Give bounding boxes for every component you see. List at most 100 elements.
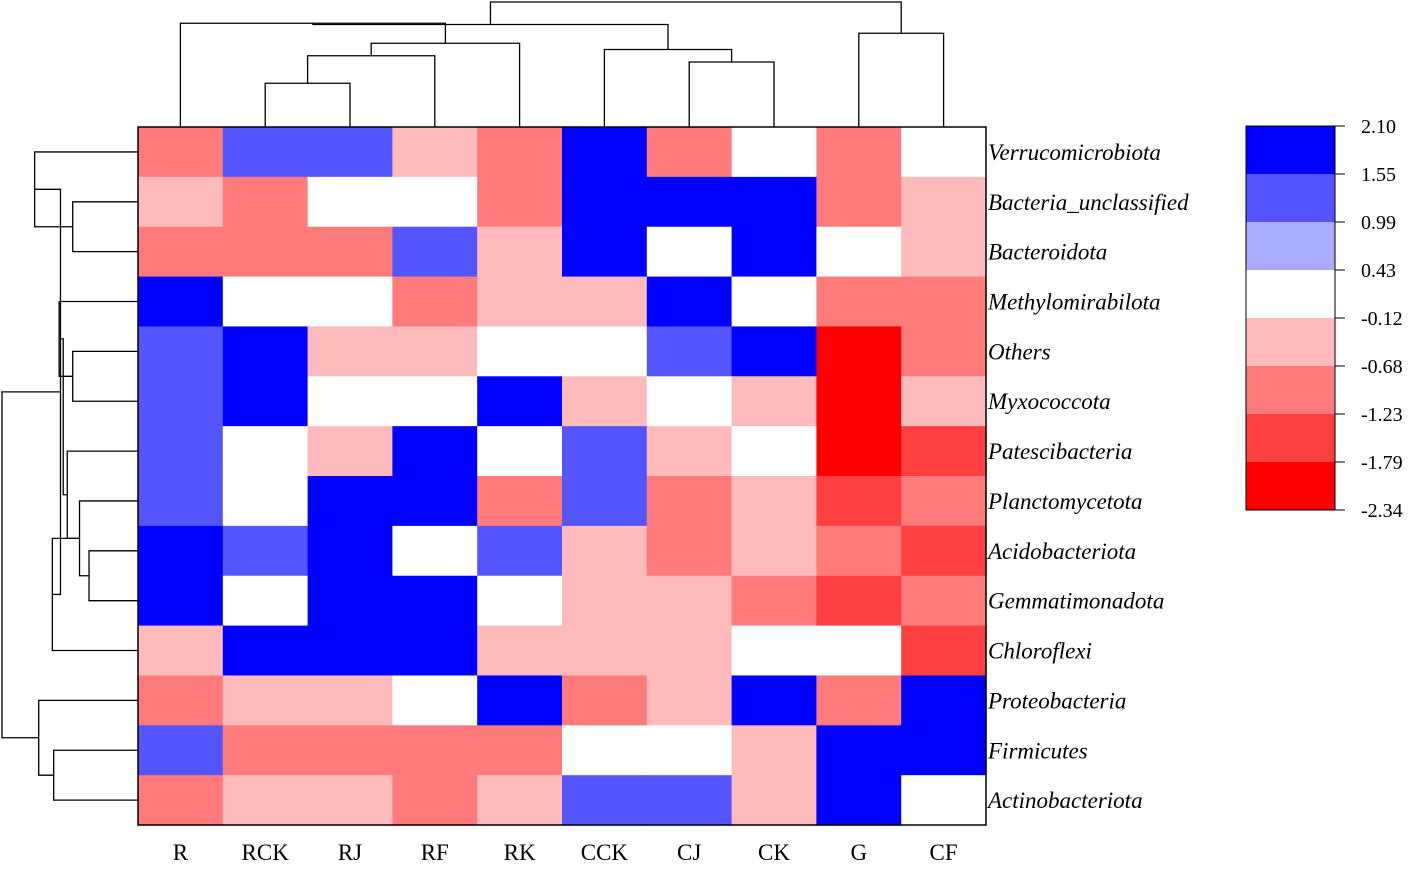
cell-bacteroidota-g [816,226,902,278]
cell-gemmatimonadota-rj [307,575,393,627]
cell-planctomycetota-r [138,476,224,527]
cell-firmicutes-rj [307,725,393,776]
cell-methylomirabilota-rck [222,276,309,328]
cell-methylomirabilota-rk [477,276,563,328]
cell-proteobacteria-ck [731,675,817,726]
legend-tick-label: 1.55 [1361,164,1396,186]
cell-others-rk [477,326,563,377]
cell-planctomycetota-rck [222,476,309,527]
cell-verrucomicrobiota-r [138,127,224,178]
cell-bacteria-unclassified-rk [477,176,563,228]
cell-patescibacteria-cj [646,426,733,477]
column-label-g: G [850,840,867,865]
cell-firmicutes-cf [901,725,987,776]
cell-others-rj [307,326,393,377]
row-dendro-link-3 [72,350,138,402]
legend-tick-label: -1.23 [1361,404,1403,426]
cell-gemmatimonadota-cf [901,575,987,627]
cell-firmicutes-g [816,725,902,776]
cell-methylomirabilota-rj [307,276,393,328]
cell-others-r [138,326,224,377]
cell-firmicutes-cck [562,725,648,776]
column-label-r: R [173,840,189,865]
row-dendro-link-9 [59,338,68,496]
cell-firmicutes-rck [222,725,309,776]
legend-swatch-4 [1246,270,1335,318]
cell-patescibacteria-r [138,426,224,477]
cell-bacteria-unclassified-g [816,176,902,228]
heatmap-cells [138,127,987,826]
cell-actinobacteriota-rk [477,775,563,826]
cell-chloroflexi-cf [901,625,987,677]
cell-methylomirabilota-r [138,276,224,328]
cell-gemmatimonadota-r [138,575,224,627]
cell-planctomycetota-cck [562,476,648,527]
legend-swatch-3 [1246,222,1335,270]
cell-gemmatimonadota-rk [477,575,563,627]
cell-bacteria-unclassified-ck [731,176,817,228]
cell-firmicutes-rf [392,725,478,776]
cell-others-cf [901,326,987,377]
cell-others-rck [222,326,309,377]
row-dendro-link-13 [1,391,61,739]
row-label-patescibacteria: Patescibacteria [987,439,1132,464]
cell-bacteroidota-rj [307,226,393,278]
cell-gemmatimonadota-rf [392,575,478,627]
cell-gemmatimonadota-cj [646,575,733,627]
col-dendro-link-4 [179,22,447,127]
cell-acidobacteriota-cj [646,525,733,577]
cell-gemmatimonadota-cck [562,575,648,627]
col-dendro-link-2 [306,55,436,127]
row-dendro-link-6 [78,500,138,577]
cell-others-ck [731,326,817,377]
row-labels: Verrucomicrobiota Bacteria_unclassified Ba… [986,140,1189,813]
cell-chloroflexi-rj [307,625,393,677]
heatmap-border [137,126,987,826]
cell-acidobacteriota-cf [901,525,987,577]
cell-bacteroidota-rk [477,226,563,278]
cell-bacteroidota-cck [562,226,648,278]
cell-methylomirabilota-ck [731,276,817,328]
legend-swatch-5 [1246,318,1335,366]
cell-patescibacteria-rf [392,426,478,477]
cell-actinobacteriota-rf [392,775,478,826]
legend-tick-label: -0.68 [1361,356,1403,378]
cell-planctomycetota-rj [307,476,393,527]
row-label-bacteria-unclassified: Bacteria_unclassified [988,190,1189,215]
cell-proteobacteria-cj [646,675,733,726]
column-dendrogram [179,1,945,127]
cell-patescibacteria-rj [307,426,393,477]
row-label-acidobacteriota: Acidobacteriota [986,539,1136,564]
cell-chloroflexi-rf [392,625,478,677]
col-dendro-link-5 [688,61,775,127]
cell-verrucomicrobiota-cf [901,127,987,178]
cell-actinobacteriota-rj [307,775,393,826]
cell-proteobacteria-cf [901,675,987,726]
cell-myxococcota-rf [392,376,478,427]
row-label-verrucomicrobiota: Verrucomicrobiota [988,140,1161,165]
cell-methylomirabilota-cck [562,276,648,328]
column-labels: R RCK RJ RF RK CCK CJ CK G CF [173,840,958,865]
cell-actinobacteriota-g [816,775,902,826]
cell-acidobacteriota-ck [731,525,817,577]
column-label-cf: CF [930,840,958,865]
cell-chloroflexi-g [816,625,902,677]
cell-myxococcota-cck [562,376,648,427]
cell-acidobacteriota-r [138,525,224,577]
cell-actinobacteriota-cf [901,775,987,826]
cell-firmicutes-cj [646,725,733,776]
cell-others-rf [392,326,478,377]
cell-others-cj [646,326,733,377]
row-label-firmicutes: Firmicutes [987,738,1088,763]
cell-proteobacteria-rck [222,675,309,726]
row-dendro-link-7 [66,450,138,539]
cell-firmicutes-r [138,725,224,776]
cell-myxococcota-cf [901,376,987,427]
column-label-cj: CJ [677,840,701,865]
cell-proteobacteria-rk [477,675,563,726]
cell-bacteria-unclassified-rf [392,176,478,228]
cell-acidobacteriota-cck [562,525,648,577]
cell-firmicutes-rk [477,725,563,776]
cell-patescibacteria-rck [222,426,309,477]
